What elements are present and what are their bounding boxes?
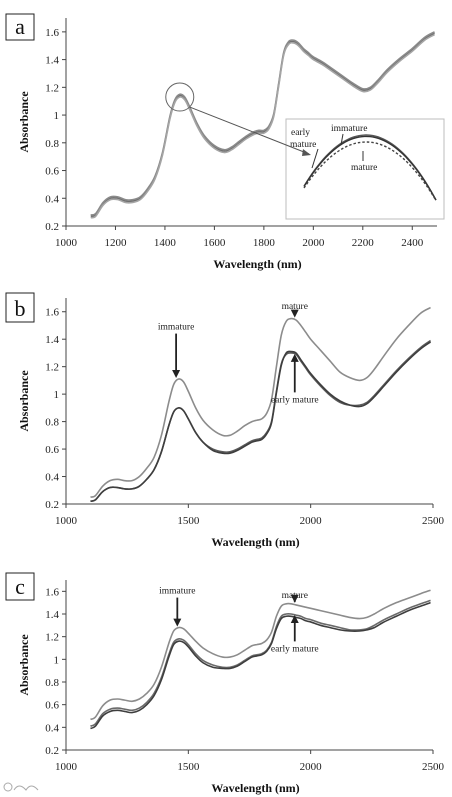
y-tick-label: 0.6 [45,444,59,456]
y-axis-label: Absorbance [17,634,31,696]
x-axis-label: Wavelength (nm) [213,257,301,271]
y-tick-label: 0.2 [45,745,59,757]
annotation-arrow-head [290,353,299,362]
x-tick-label: 1000 [55,515,78,527]
panel-label: b [15,296,26,321]
zoom-connector-line [189,106,310,155]
y-axis-label: Absorbance [17,370,31,432]
inset-label-mature: mature [351,163,377,173]
series-line-1 [90,32,435,218]
series-line-1 [90,306,431,498]
annotation-arrow-head [290,615,299,623]
annotation-early-mature: early mature [271,615,319,654]
panel-label: c [15,574,25,599]
annotation-early-mature: early mature [271,353,319,405]
inset-label-line: early [291,128,310,138]
y-tick-label: 1.6 [45,307,59,319]
annotation-immature: immature [158,323,194,379]
y-tick-label: 1.4 [45,609,59,621]
x-tick-label: 2500 [422,761,445,773]
inset-curve-3 [303,141,437,201]
annotation-immature: immature [159,587,196,627]
x-tick-label: 2200 [352,237,375,249]
annotation-mature: mature [282,302,308,318]
x-tick-label: 1500 [177,761,200,773]
y-tick-label: 1 [54,110,60,122]
inset-label-early-mature: early mature [290,128,316,150]
x-axis-label: Wavelength (nm) [211,781,299,795]
y-tick-label: 0.4 [45,472,59,484]
y-tick-label: 1.4 [45,334,59,346]
series-line-1 [90,589,431,721]
y-tick-label: 0.6 [45,700,59,712]
x-tick-label: 2500 [422,515,445,527]
series-line-3 [90,341,432,503]
annotation-label: mature [282,302,308,312]
annotation-arrow-head [172,370,181,379]
x-tick-label: 1200 [104,237,127,249]
panel-label: a [15,14,25,39]
series-line-2 [90,31,435,216]
inset-pointer [340,133,344,146]
y-tick-label: 1 [54,389,60,401]
y-tick-label: 1.2 [45,362,59,374]
y-tick-label: 0.4 [45,722,59,734]
series-line-3 [90,601,431,730]
inset-curve-2 [303,135,437,201]
panel-b: b 0.2 0.4 0.6 0.8 1 1.2 1.4 1.6 1000 1500 2000 2500 W… [5,292,445,549]
x-tick-label: 2000 [300,515,323,527]
y-tick-label: 1.6 [45,586,59,598]
inset-label-immature: immature [331,124,367,134]
x-tick-label: 2000 [302,237,325,249]
y-tick-label: 0.8 [45,677,59,689]
x-tick-label: 1400 [154,237,177,249]
y-tick-label: 0.6 [45,166,59,178]
panel-label-box [5,13,35,41]
y-tick-label: 0.2 [45,221,59,233]
annotation-mature: mature [282,591,308,603]
panel-label-box [5,572,35,601]
panel-c: c 0.2 0.4 0.6 0.8 1 1.2 1.4 1.6 1000 1500 2000 2500 W… [5,572,445,795]
x-tick-label: 2400 [401,237,424,249]
series-line-2 [90,599,431,727]
x-tick-label: 2000 [300,761,323,773]
y-tick-label: 0.4 [45,193,59,205]
zoom-circle [165,82,195,112]
annotation-arrow-head [290,309,299,318]
annotation-arrow-head [290,594,299,603]
annotation-label: immature [159,587,195,597]
y-tick-label: 1.4 [45,55,59,67]
x-tick-label: 1800 [253,237,276,249]
annotation-label: early mature [271,395,319,405]
y-tick-label: 1.2 [45,82,59,94]
inset-label-line: mature [290,140,316,150]
annotation-label: immature [158,323,194,333]
series-line-2 [90,339,432,503]
y-axis-label: Absorbance [17,91,31,153]
y-tick-label: 1 [54,654,60,666]
x-axis-label: Wavelength (nm) [211,535,299,549]
x-tick-label: 1000 [55,237,78,249]
panel-a: a 0.2 0.4 0.6 0.8 1 1.2 1.4 1.6 1000 1200 1400 1600 1… [5,13,445,271]
x-tick-label: 1000 [55,761,78,773]
panel-label-box [5,292,35,323]
inset-pointer [311,148,319,169]
watermark [3,782,39,792]
y-tick-label: 1.2 [45,632,59,644]
annotation-arrow-head [173,618,182,627]
y-tick-label: 0.2 [45,499,59,511]
zoom-connector-arrowhead [302,149,311,156]
y-tick-label: 1.6 [45,27,59,39]
annotation-label: early mature [271,644,319,654]
x-tick-label: 1500 [177,515,200,527]
x-tick-label: 1600 [203,237,226,249]
y-tick-label: 0.8 [45,138,59,150]
y-tick-label: 0.8 [45,417,59,429]
inset: early mature immature mature [285,118,445,220]
